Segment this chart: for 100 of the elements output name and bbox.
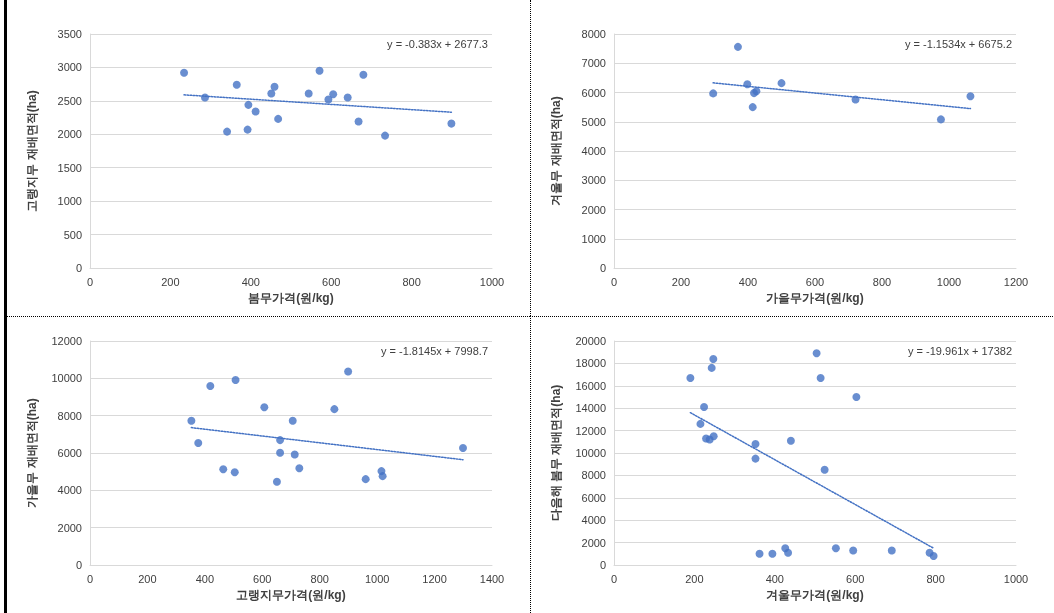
- point: [777, 79, 786, 88]
- point: [447, 119, 456, 128]
- point: [359, 70, 368, 79]
- x-tick-label: 600: [846, 572, 865, 585]
- y-tick-label: 6000: [581, 491, 606, 504]
- point: [219, 465, 228, 474]
- y-tick-label: 4000: [57, 484, 82, 497]
- x-tick-label: 200: [685, 572, 704, 585]
- x-tick-label: 1200: [422, 572, 447, 585]
- point: [267, 89, 276, 98]
- y-tick-label: 1500: [57, 161, 82, 174]
- x-tick-label: 400: [195, 572, 215, 585]
- point: [324, 95, 333, 104]
- y-tick-label: 14000: [575, 402, 606, 415]
- x-tick-label: 800: [872, 275, 892, 288]
- point: [929, 552, 938, 561]
- y-tick-label: 0: [75, 262, 82, 274]
- y-tick-label: 8000: [581, 469, 606, 482]
- point: [751, 440, 760, 449]
- y-tick-label: 4000: [581, 145, 606, 157]
- y-tick-label: 3000: [581, 174, 606, 187]
- point: [812, 349, 821, 358]
- y-tick-label: 3500: [57, 28, 82, 40]
- x-tick-label: 1000: [1003, 572, 1029, 585]
- x-tick-label: 1000: [936, 275, 962, 288]
- y-tick-label: 1000: [581, 232, 606, 245]
- point: [343, 93, 352, 102]
- point: [270, 82, 279, 91]
- point: [459, 443, 467, 452]
- point: [743, 80, 752, 89]
- x-tick-label: 400: [241, 275, 260, 288]
- y-tick-label: 5000: [581, 115, 606, 128]
- y-axis-title: 고랭지무 재배면적(ha): [25, 90, 39, 212]
- y-tick-label: 2000: [57, 128, 82, 141]
- x-tick-label: 600: [805, 275, 825, 288]
- point: [231, 376, 240, 385]
- y-tick-label: 4000: [581, 514, 606, 527]
- point: [686, 373, 695, 382]
- point: [768, 549, 777, 558]
- point: [709, 432, 718, 441]
- point: [816, 373, 825, 382]
- y-tick-label: 6000: [57, 447, 82, 459]
- x-tick-label: 400: [738, 275, 758, 288]
- point: [966, 92, 975, 101]
- y-tick-label: 3000: [57, 61, 82, 74]
- point: [223, 127, 232, 136]
- point: [187, 416, 196, 425]
- point: [304, 89, 313, 98]
- point: [206, 381, 215, 390]
- point: [200, 93, 209, 102]
- y-tick-label: 500: [63, 228, 82, 241]
- x-axis-title: 가을무가격(원/kg): [766, 290, 864, 305]
- annotation: y = -19.961x + 17382: [908, 344, 1012, 357]
- point: [696, 419, 705, 428]
- x-tick-label: 200: [671, 275, 691, 288]
- x-tick-label: 1000: [479, 275, 505, 288]
- point: [733, 42, 742, 51]
- y-tick-label: 16000: [575, 379, 606, 392]
- point: [936, 115, 945, 124]
- point: [329, 90, 338, 99]
- y-tick-label: 0: [599, 559, 606, 571]
- y-tick-label: 1000: [57, 195, 82, 208]
- point: [251, 107, 260, 116]
- point: [851, 95, 860, 104]
- point: [887, 546, 896, 555]
- x-tick-label: 600: [322, 275, 341, 288]
- point: [784, 548, 793, 557]
- point: [755, 549, 764, 558]
- point: [700, 403, 709, 412]
- y-axis-title: 가을무 재배면적(ha): [25, 398, 39, 508]
- y-tick-label: 12000: [51, 335, 82, 347]
- point: [295, 464, 304, 473]
- x-tick-label: 800: [402, 275, 421, 288]
- point: [276, 448, 285, 457]
- y-axis-title: 겨울무 재배면적(ha): [549, 96, 563, 206]
- y-tick-label: 2000: [581, 203, 606, 216]
- x-tick-label: 1000: [364, 572, 390, 585]
- point: [831, 544, 840, 553]
- point: [330, 405, 339, 414]
- y-tick-label: 10000: [575, 447, 606, 459]
- x-axis-title: 고랭지무가격(원/kg): [236, 587, 346, 602]
- x-tick-label: 200: [138, 572, 157, 585]
- point: [243, 125, 252, 134]
- x-tick-label: 800: [310, 572, 329, 585]
- y-tick-label: 0: [599, 262, 606, 274]
- point: [272, 477, 281, 486]
- y-tick-label: 12000: [575, 424, 606, 437]
- y-tick-label: 0: [75, 559, 82, 571]
- point: [290, 450, 299, 459]
- x-tick-label: 200: [161, 275, 180, 288]
- x-axis-title: 겨울무가격(원/kg): [766, 587, 864, 602]
- point: [354, 117, 363, 126]
- point: [852, 393, 861, 401]
- point: [709, 354, 718, 363]
- y-tick-label: 7000: [581, 57, 606, 70]
- point: [232, 80, 241, 89]
- point: [244, 100, 253, 109]
- x-tick-label: 0: [86, 275, 94, 288]
- annotation: y = -1.1534x + 6675.2: [904, 37, 1012, 50]
- x-tick-label: 1200: [1003, 275, 1029, 288]
